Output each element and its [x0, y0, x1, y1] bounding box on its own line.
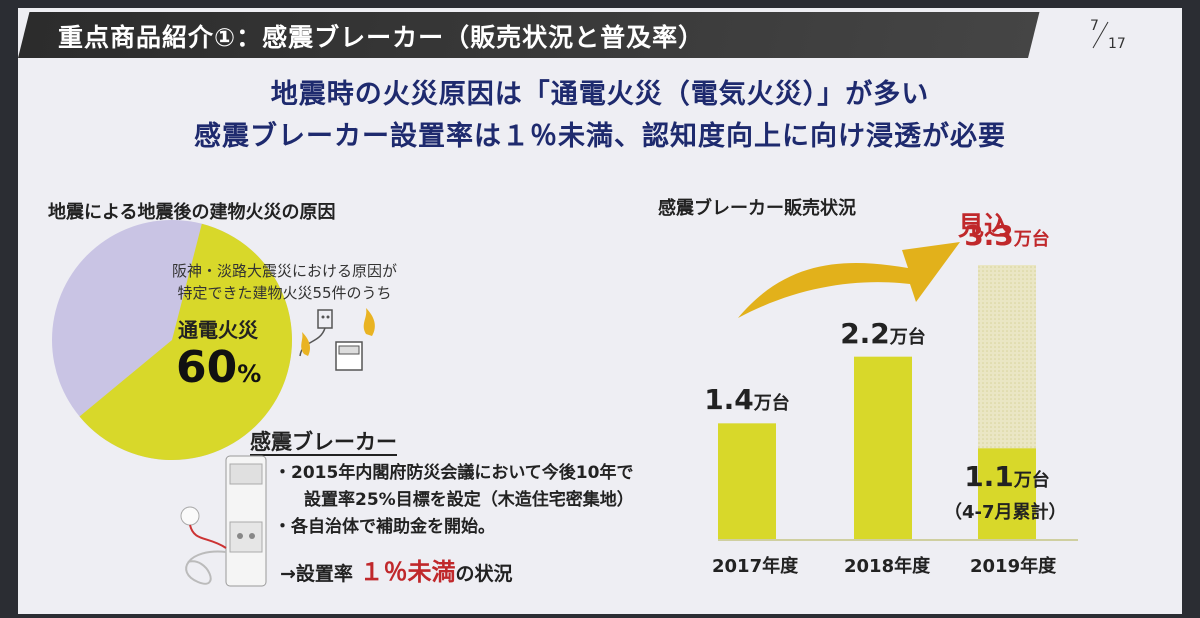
pie-value: 60%	[176, 342, 261, 393]
breaker-section-title: 感震ブレーカー	[250, 430, 397, 454]
x-label-2017: 2017年度	[712, 556, 799, 577]
headline-line2: 感震ブレーカー設置率は１％未満、認知度向上に向け浸透が必要	[194, 121, 1006, 152]
bar-unit-2019-forecast: 万台	[1013, 229, 1050, 250]
bar-note-2019-actual: （4-7月累計）	[944, 502, 1067, 524]
page-number: 7 17	[1078, 16, 1138, 56]
installation-rate-result: →設置率 １％未満の状況	[280, 552, 513, 587]
result-value: １％未満	[359, 558, 456, 586]
bar-value-label-2017: 1.4万台	[692, 383, 802, 416]
slide: 重点商品紹介①：感震ブレーカー（販売状況と普及率） 7 17 地震時の火災原因は…	[18, 8, 1182, 614]
sales-bar-chart	[718, 242, 1078, 541]
result-suffix: の状況	[455, 563, 513, 585]
header-title: 重点商品紹介①：感震ブレーカー（販売状況と普及率）	[58, 23, 705, 52]
bar-value-label-2018: 2.2万台	[828, 317, 938, 350]
bar-value-label-2019-forecast: 3.3万台	[952, 219, 1062, 252]
bar-2017	[718, 423, 776, 540]
bullet1-line2: 設置率25%目標を設定（木造住宅密集地）	[304, 490, 634, 510]
bar-2018	[854, 356, 912, 540]
breaker-device-image	[180, 455, 267, 587]
breaker-bullets: ・2015年内閣府防災会議において今後10年で 設置率25%目標を設定（木造住宅…	[274, 460, 634, 541]
x-label-2019: 2019年度	[970, 556, 1057, 577]
headline-line1: 地震時の火災原因は「通電火災（電気火災）」が多い	[270, 79, 930, 110]
pie-value-unit: %	[237, 360, 262, 388]
pie-value-number: 60	[176, 342, 238, 393]
pie-note-line1: 阪神・淡路大震災における原因が	[172, 262, 398, 280]
forecast-label: 見込	[958, 212, 1011, 242]
pie-slice-tsuden-kasai	[79, 223, 292, 460]
bar-unit-2017: 万台	[753, 393, 790, 415]
bullet1-line1: ・2015年内閣府防災会議において今後10年で	[274, 463, 634, 483]
pie-section-title: 地震による地震後の建物火災の原因	[48, 202, 336, 223]
page-current: 7	[1090, 18, 1099, 34]
bar-value-2018: 2.2	[840, 316, 890, 350]
bar-value-2017: 1.4	[704, 383, 754, 417]
chart-title: 感震ブレーカー販売状況	[658, 198, 856, 219]
bullet2: ・各自治体で補助金を開始。	[274, 517, 495, 537]
cause-pie-chart	[52, 220, 292, 460]
bar-value-label-2019-actual: 1.1万台	[952, 460, 1062, 493]
bar-unit-2019-actual: 万台	[1013, 470, 1050, 492]
appliance-fire-illustration	[299, 308, 375, 371]
bar-value-2019-forecast: 3.3	[964, 219, 1014, 252]
result-prefix: →設置率	[280, 563, 353, 585]
growth-arrow	[738, 242, 960, 318]
bar-2019-actual	[978, 448, 1036, 540]
page-total: 17	[1108, 36, 1126, 52]
pie-note-line2: 特定できた建物火災55件のうち	[177, 284, 392, 302]
pie-note: 阪神・淡路大震災における原因が 特定できた建物火災55件のうち	[172, 260, 397, 304]
bar-unit-2018: 万台	[889, 326, 926, 348]
bar-value-2019-actual: 1.1	[964, 460, 1014, 494]
pie-label: 通電火災	[178, 318, 258, 342]
x-label-2018: 2018年度	[844, 556, 931, 577]
